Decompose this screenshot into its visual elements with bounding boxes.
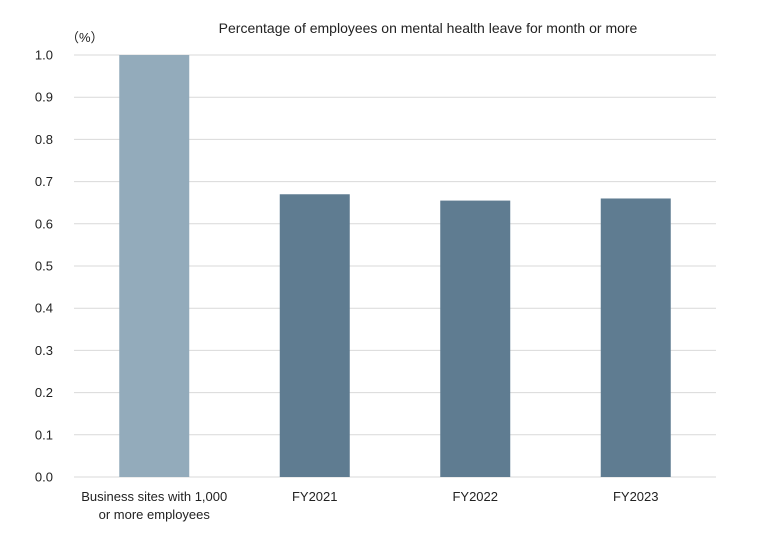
y-tick-label: 0.4	[35, 301, 53, 316]
y-axis-tick-labels: 0.0 0.1 0.2 0.3 0.4 0.5 0.6 0.7 0.8 0.9 1.0	[35, 48, 53, 485]
x-category-label: FY2021	[292, 489, 338, 504]
y-tick-label: 0.2	[35, 385, 53, 400]
x-category-label: or more employees	[99, 507, 211, 522]
bar-3	[600, 198, 671, 478]
y-tick-label: 0.8	[35, 132, 53, 147]
y-tick-label: 0.7	[35, 174, 53, 189]
y-tick-label: 0.5	[35, 259, 53, 274]
y-tick-label: 0.1	[35, 427, 53, 442]
y-tick-label: 0.0	[35, 470, 53, 485]
y-axis-unit-label: （%）	[66, 30, 104, 45]
y-tick-label: 0.9	[35, 90, 53, 105]
bar-1	[279, 194, 350, 477]
x-category-label: FY2022	[452, 489, 498, 504]
bar-2	[440, 200, 511, 477]
y-tick-label: 1.0	[35, 48, 53, 63]
x-axis-category-labels: Business sites with 1,000 or more employe…	[81, 489, 658, 522]
chart-title: Percentage of employees on mental health…	[219, 20, 638, 36]
y-tick-label: 0.3	[35, 343, 53, 358]
x-category-label: Business sites with 1,000	[81, 489, 227, 504]
x-category-label: FY2023	[613, 489, 659, 504]
bars	[119, 55, 671, 478]
bar-0	[119, 55, 190, 477]
y-tick-label: 0.6	[35, 216, 53, 231]
